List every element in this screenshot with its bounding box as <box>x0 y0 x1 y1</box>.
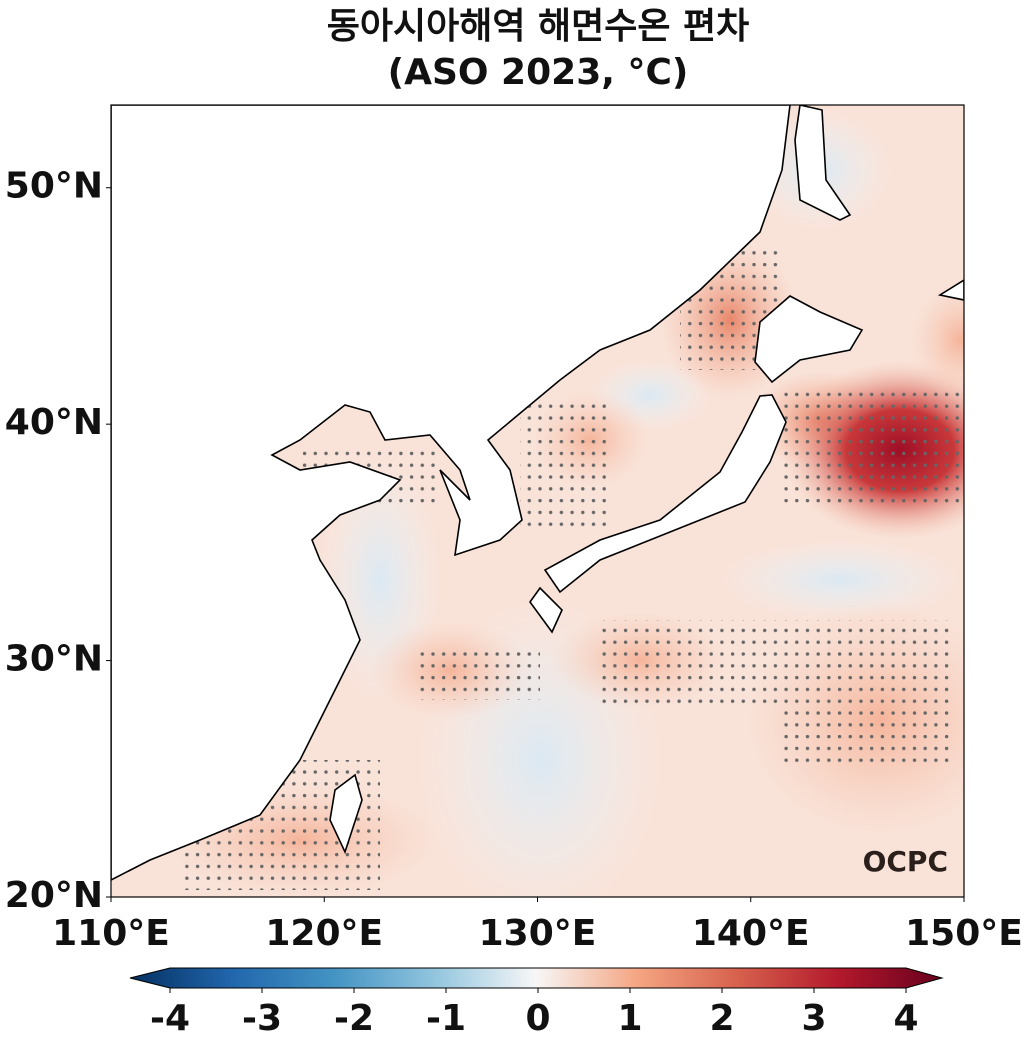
subtitle: (ASO 2023, °C) <box>388 52 689 93</box>
colorbar-tick-label: 0 <box>525 998 550 1039</box>
y-tick-label: 50°N <box>5 166 103 207</box>
y-tick-label: 40°N <box>5 402 103 443</box>
colorbar-tick-label: 3 <box>801 998 826 1039</box>
logo: OCPC <box>863 845 948 878</box>
colorbar-tick-label: -1 <box>426 998 466 1039</box>
title: 동아시아해역 해면수온 편차 <box>327 6 750 47</box>
colorbar-tick-label: -4 <box>150 998 190 1039</box>
colorbar-tick-label: -2 <box>334 998 374 1039</box>
x-tick-label: 150°E <box>905 913 1023 954</box>
colorbar-tick-label: -3 <box>242 998 282 1039</box>
colorbar-tick-label: 4 <box>893 998 918 1039</box>
map-field <box>111 105 964 897</box>
x-tick-label: 140°E <box>692 913 810 954</box>
x-tick-label: 110°E <box>52 913 170 954</box>
x-tick-label: 120°E <box>265 913 383 954</box>
colorbar-tick-label: 1 <box>617 998 642 1039</box>
colorbar <box>129 967 944 989</box>
y-tick-label: 30°N <box>5 639 103 680</box>
colorbar-tick-label: 2 <box>709 998 734 1039</box>
x-tick-label: 130°E <box>479 913 597 954</box>
y-tick-label: 20°N <box>5 875 103 916</box>
